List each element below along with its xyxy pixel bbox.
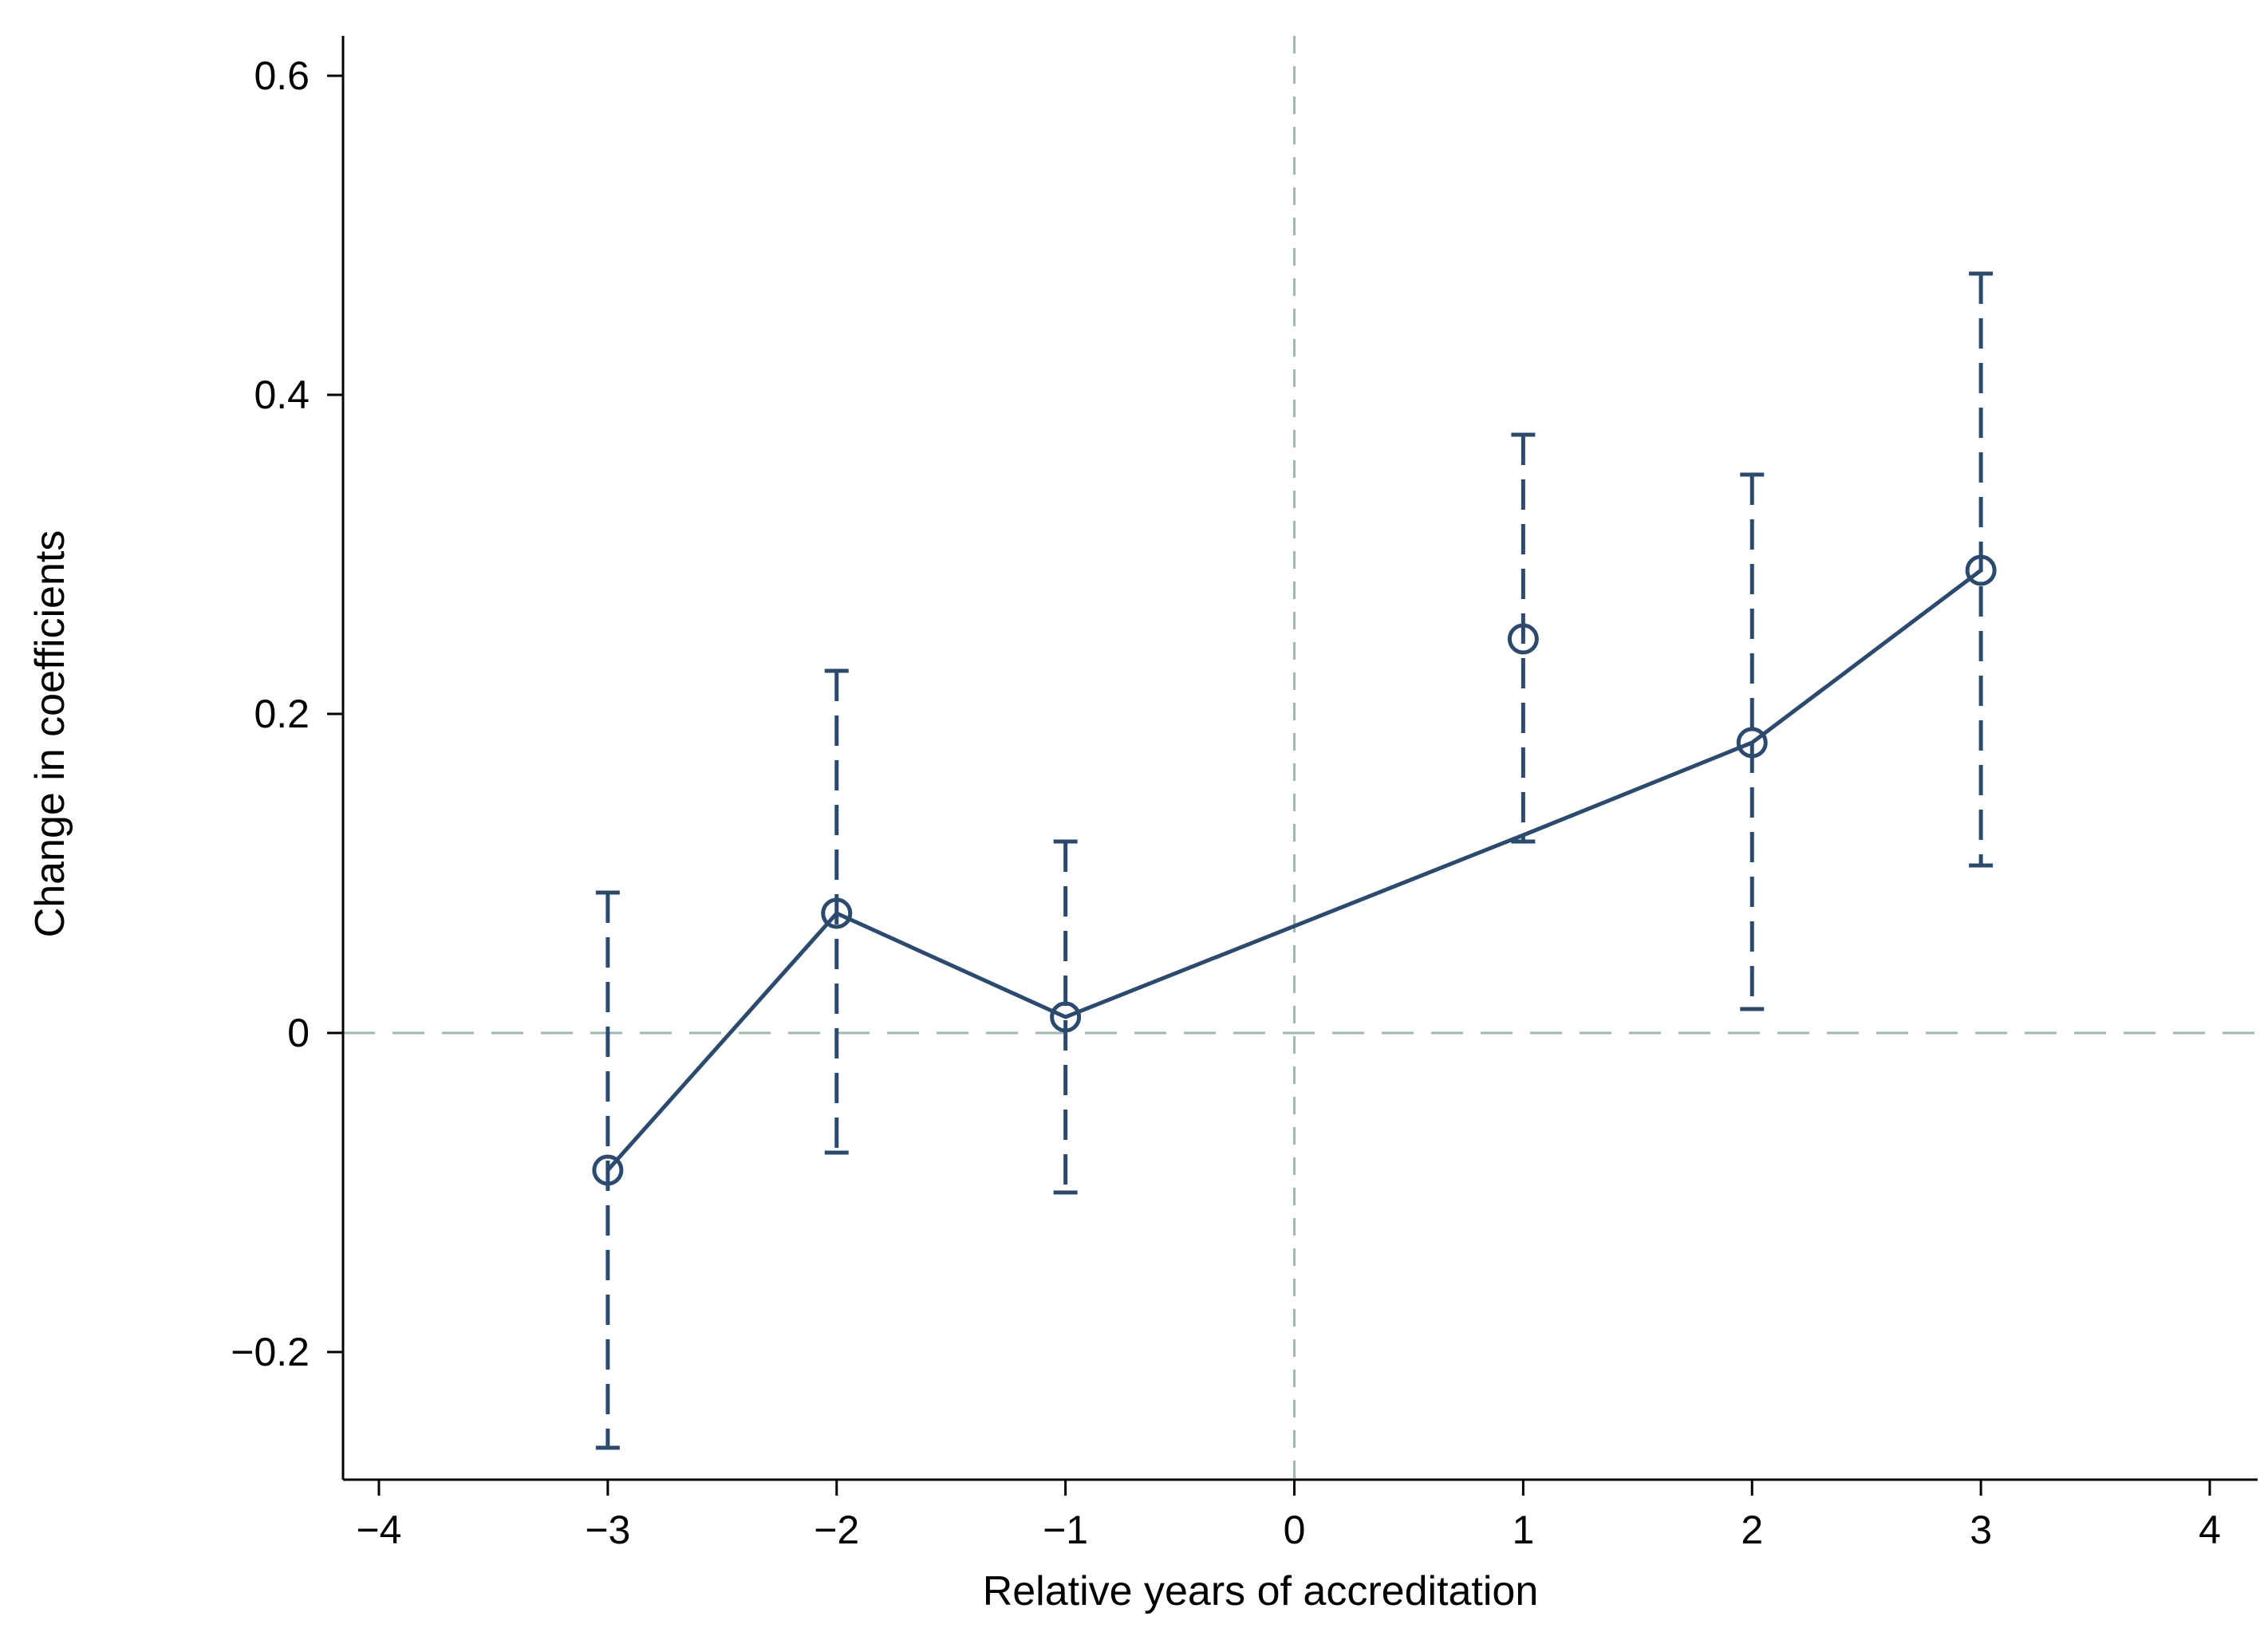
x-axis-title: Relative years of accreditation xyxy=(983,1568,1539,1614)
x-tick-label: −3 xyxy=(585,1508,630,1552)
data-point xyxy=(1507,623,1539,655)
x-tick-label: 0 xyxy=(1284,1508,1306,1552)
data-point xyxy=(1736,727,1768,759)
x-tick-label: 2 xyxy=(1741,1508,1763,1552)
x-tick-label: 3 xyxy=(1970,1508,1992,1552)
y-ticks: −0.2 0 0.2 0.4 0.6 xyxy=(231,53,343,1374)
data-point xyxy=(821,897,853,929)
error-bars xyxy=(595,271,1994,1450)
series-line xyxy=(606,569,1982,1172)
y-tick-label: 0.6 xyxy=(254,53,310,98)
x-tick-label: −2 xyxy=(814,1508,859,1552)
x-tick-label: −1 xyxy=(1043,1508,1088,1552)
x-tick-label: −4 xyxy=(356,1508,401,1552)
x-axis: −4 −3 −2 −1 0 1 2 3 4 xyxy=(343,1478,2258,1552)
data-point xyxy=(592,1154,624,1186)
y-tick-label: 0.4 xyxy=(254,373,310,417)
x-ticks: −4 −3 −2 −1 0 1 2 3 4 xyxy=(356,1480,2221,1552)
reference-lines xyxy=(343,36,2258,1480)
y-tick-label: 0.2 xyxy=(254,692,310,736)
y-tick-label: −0.2 xyxy=(231,1330,310,1374)
y-tick-label: 0 xyxy=(287,1011,310,1055)
x-tick-label: 1 xyxy=(1512,1508,1534,1552)
x-tick-label: 4 xyxy=(2199,1508,2221,1552)
data-points xyxy=(592,554,1997,1186)
data-point xyxy=(1965,554,1997,586)
y-axis-title: Change in coefficients xyxy=(27,530,73,938)
data-point xyxy=(1050,1001,1082,1033)
y-axis: −0.2 0 0.2 0.4 0.6 xyxy=(231,36,345,1480)
